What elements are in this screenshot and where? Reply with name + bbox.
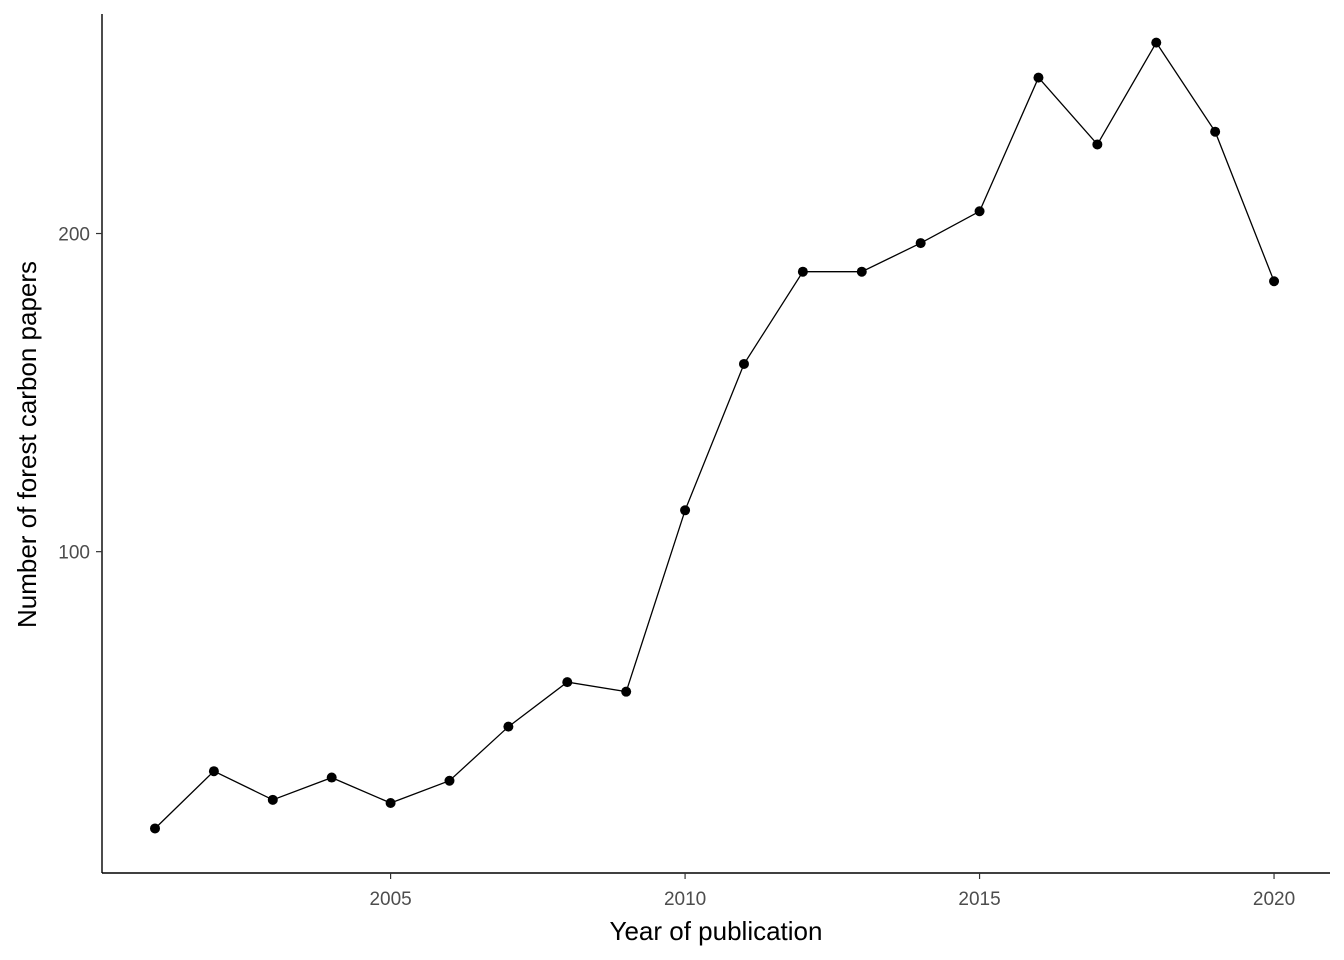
x-tick-label: 2020 bbox=[1253, 889, 1295, 910]
data-point bbox=[326, 772, 337, 783]
data-point bbox=[1269, 276, 1280, 287]
data-point bbox=[385, 798, 396, 809]
data-point bbox=[797, 266, 808, 277]
data-point bbox=[267, 794, 278, 805]
data-point bbox=[150, 823, 161, 834]
y-tick-label: 100 bbox=[58, 543, 90, 564]
series-line bbox=[154, 41, 1275, 829]
y-axis-title: Number of forest carbon papers bbox=[12, 261, 42, 628]
data-point bbox=[1151, 37, 1162, 48]
data-point bbox=[974, 206, 985, 217]
data-point bbox=[444, 775, 455, 786]
data-point bbox=[503, 721, 514, 732]
ticks: 2005 2010 2015 2020 100 200 bbox=[58, 225, 1295, 910]
x-tick-label: 2010 bbox=[664, 889, 706, 910]
x-tick-label: 2015 bbox=[958, 889, 1000, 910]
x-axis-title: Year of publication bbox=[610, 916, 823, 946]
data-point bbox=[562, 677, 573, 688]
data-point bbox=[738, 358, 749, 369]
data-point bbox=[208, 766, 219, 777]
data-point bbox=[621, 686, 632, 697]
data-point bbox=[915, 238, 926, 249]
data-point bbox=[856, 266, 867, 277]
data-point bbox=[1092, 139, 1103, 150]
series-group bbox=[150, 37, 1280, 834]
x-tick-label: 2005 bbox=[369, 889, 411, 910]
data-point bbox=[680, 505, 691, 516]
y-tick-label: 200 bbox=[58, 225, 90, 246]
axes bbox=[101, 14, 1330, 874]
data-point bbox=[1033, 72, 1044, 83]
data-point bbox=[1210, 126, 1221, 137]
